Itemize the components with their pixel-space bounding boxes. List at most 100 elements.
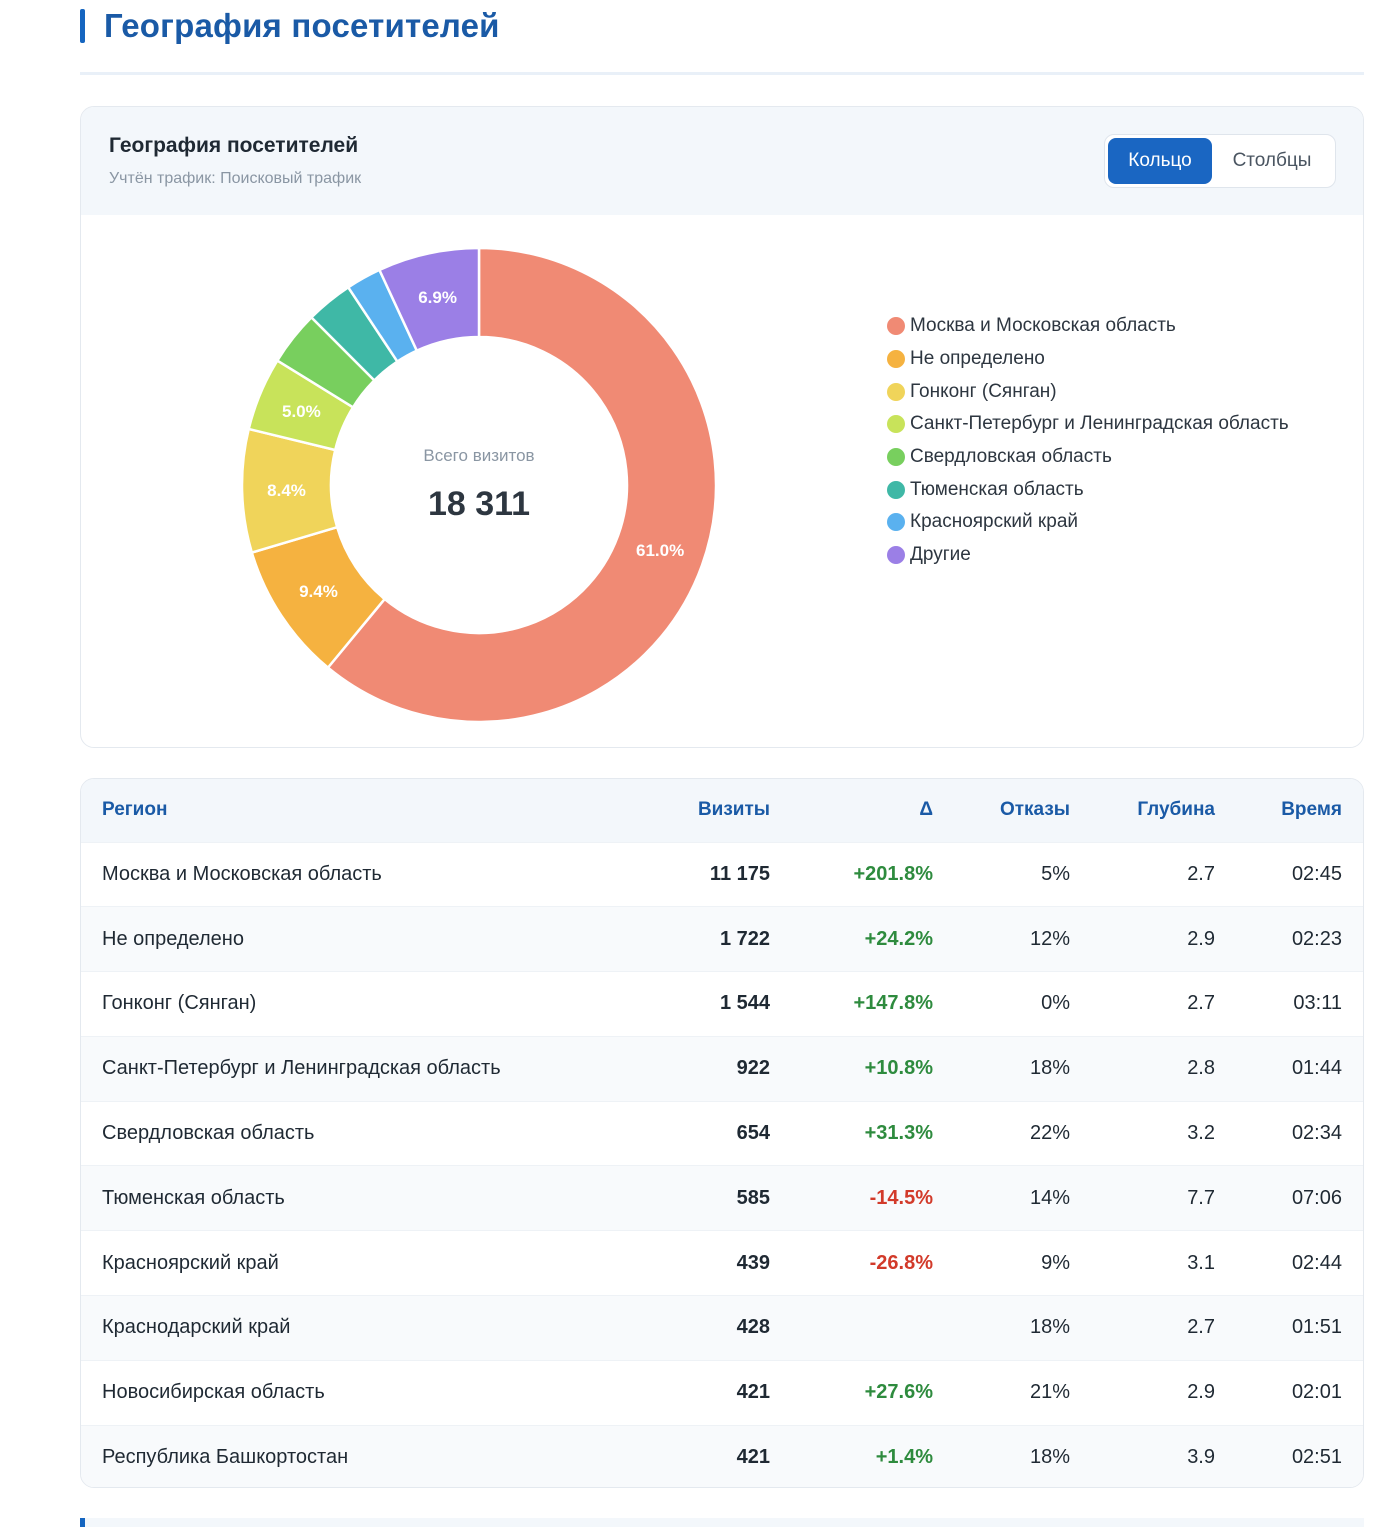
chart-card: География посетителей Учтён трафик: Поис… bbox=[80, 106, 1364, 748]
column-header-bounce[interactable]: Отказы bbox=[999, 799, 1070, 821]
table-row[interactable]: Краснодарский край 428 18% 2.7 01:51 bbox=[81, 1295, 1363, 1361]
table-row[interactable]: Санкт-Петербург и Ленинградская область 9… bbox=[81, 1036, 1363, 1102]
table-row[interactable]: Новосибирская область 421 +27.6% 21% 2.9 02:0… bbox=[81, 1360, 1363, 1425]
column-header-region[interactable]: Регион bbox=[102, 799, 168, 821]
cell-bounce: 12% bbox=[1029, 927, 1070, 950]
title-accent-bar bbox=[80, 9, 85, 43]
legend-label: Свердловская область bbox=[910, 446, 1112, 468]
cell-time: 02:01 bbox=[1291, 1381, 1342, 1404]
table-row[interactable]: Гонконг (Сянган) 1 544 +147.8% 0% 2.7 03:11 bbox=[81, 971, 1363, 1037]
column-header-delta[interactable]: Δ bbox=[919, 799, 933, 821]
legend-swatch bbox=[887, 448, 905, 467]
cell-bounce: 9% bbox=[1041, 1251, 1070, 1274]
legend-item[interactable]: Свердловская область bbox=[887, 441, 1289, 474]
legend-label: Тюменская область bbox=[910, 478, 1084, 500]
chart-type-toggle: Кольцо Столбцы bbox=[1104, 134, 1336, 188]
legend-swatch bbox=[887, 382, 905, 401]
cell-time: 02:51 bbox=[1291, 1446, 1342, 1469]
cell-time: 01:44 bbox=[1291, 1057, 1342, 1080]
legend-item[interactable]: Тюменская область bbox=[887, 473, 1289, 506]
table-row[interactable]: Москва и Московская область 11 175 +201.8%… bbox=[81, 842, 1363, 907]
cell-visits: 428 bbox=[736, 1316, 770, 1339]
cell-depth: 2.7 bbox=[1187, 1316, 1215, 1339]
cell-region: Краснодарский край bbox=[102, 1316, 291, 1339]
cell-depth: 3.9 bbox=[1187, 1446, 1215, 1469]
next-section-accent-bar bbox=[80, 1518, 85, 1527]
table-row[interactable]: Республика Башкортостан 421 +1.4% 18% 3.9 02:… bbox=[81, 1425, 1363, 1487]
slice-label: 9.4% bbox=[299, 582, 338, 601]
cell-depth: 3.1 bbox=[1187, 1251, 1215, 1274]
slice-label: 5.0% bbox=[282, 402, 321, 421]
chart-card-subtitle: Учтён трафик: Поисковый трафик bbox=[109, 170, 362, 187]
donut-chart: 61.0% 9.4% 8.4% 5.0% 6.9% Всего визитов 18 3… bbox=[240, 246, 718, 724]
legend-swatch bbox=[887, 350, 905, 369]
column-header-visits[interactable]: Визиты bbox=[697, 799, 770, 821]
cell-bounce: 5% bbox=[1041, 862, 1070, 885]
donut-center-value: 18 311 bbox=[428, 485, 530, 523]
cell-delta: -26.8% bbox=[869, 1251, 933, 1274]
cell-depth: 2.7 bbox=[1187, 992, 1215, 1015]
cell-bounce: 21% bbox=[1029, 1381, 1070, 1404]
legend-label: Гонконг (Сянган) bbox=[910, 380, 1057, 402]
cell-region: Новосибирская область bbox=[102, 1381, 325, 1404]
table-row[interactable]: Тюменская область 585 -14.5% 14% 7.7 07:06 bbox=[81, 1165, 1363, 1231]
cell-depth: 2.7 bbox=[1187, 862, 1215, 885]
cell-bounce: 18% bbox=[1029, 1446, 1070, 1469]
legend-item[interactable]: Другие bbox=[887, 539, 1289, 572]
table-row[interactable]: Свердловская область 654 +31.3% 22% 3.2 02:34 bbox=[81, 1101, 1363, 1166]
cell-depth: 2.8 bbox=[1187, 1057, 1215, 1080]
cell-depth: 2.9 bbox=[1187, 927, 1215, 950]
legend-item[interactable]: Санкт-Петербург и Ленинградская область bbox=[887, 408, 1289, 441]
donut-slice[interactable] bbox=[326, 246, 718, 724]
donut-slice[interactable] bbox=[377, 246, 481, 353]
cell-region: Не определено bbox=[102, 927, 244, 950]
legend-swatch bbox=[887, 317, 905, 336]
cell-region: Гонконг (Сянган) bbox=[102, 992, 257, 1015]
legend-swatch bbox=[887, 415, 905, 434]
legend-label: Другие bbox=[910, 544, 971, 566]
cell-bounce: 0% bbox=[1041, 992, 1070, 1015]
legend-swatch bbox=[887, 480, 905, 499]
cell-visits: 654 bbox=[736, 1122, 770, 1145]
cell-region: Республика Башкортостан bbox=[102, 1446, 349, 1469]
page-title: География посетителей bbox=[80, 6, 500, 46]
legend-label: Москва и Московская область bbox=[910, 315, 1176, 337]
legend-item[interactable]: Не определено bbox=[887, 343, 1289, 376]
next-section-header bbox=[80, 1518, 1364, 1527]
legend-item[interactable]: Москва и Московская область bbox=[887, 310, 1289, 343]
cell-time: 02:45 bbox=[1291, 862, 1342, 885]
chart-card-title: География посетителей bbox=[109, 134, 359, 157]
table-row[interactable]: Не определено 1 722 +24.2% 12% 2.9 02:23 bbox=[81, 906, 1363, 972]
cell-region: Москва и Московская область bbox=[102, 862, 382, 885]
legend-item[interactable]: Гонконг (Сянган) bbox=[887, 375, 1289, 408]
table-row[interactable]: Красноярский край 439 -26.8% 9% 3.1 02:44 bbox=[81, 1230, 1363, 1296]
cell-visits: 1 722 bbox=[719, 927, 770, 950]
cell-delta: +24.2% bbox=[864, 927, 933, 950]
cell-visits: 585 bbox=[736, 1186, 770, 1209]
toggle-bars-button[interactable]: Столбцы bbox=[1212, 138, 1332, 184]
legend-label: Не определено bbox=[910, 348, 1045, 370]
cell-depth: 2.9 bbox=[1187, 1381, 1215, 1404]
slice-label: 6.9% bbox=[418, 288, 457, 307]
cell-region: Красноярский край bbox=[102, 1251, 279, 1274]
cell-bounce: 18% bbox=[1029, 1057, 1070, 1080]
cell-time: 03:11 bbox=[1293, 992, 1342, 1015]
cell-delta bbox=[791, 1296, 954, 1361]
column-header-time[interactable]: Время bbox=[1281, 799, 1342, 821]
cell-delta: +1.4% bbox=[875, 1446, 933, 1469]
cell-bounce: 22% bbox=[1029, 1122, 1070, 1145]
legend-item[interactable]: Красноярский край bbox=[887, 506, 1289, 539]
chart-card-header: География посетителей Учтён трафик: Поис… bbox=[81, 107, 1363, 215]
legend-label: Санкт-Петербург и Ленинградская область bbox=[910, 413, 1289, 435]
legend-swatch bbox=[887, 546, 905, 565]
cell-delta: -14.5% bbox=[869, 1186, 933, 1209]
cell-delta: +31.3% bbox=[864, 1122, 933, 1145]
cell-delta: +27.6% bbox=[864, 1381, 933, 1404]
toggle-donut-button[interactable]: Кольцо bbox=[1108, 138, 1212, 184]
cell-visits: 439 bbox=[736, 1251, 770, 1274]
title-divider bbox=[80, 72, 1364, 75]
donut-center-label: Всего визитов bbox=[423, 446, 534, 465]
column-header-depth[interactable]: Глубина bbox=[1137, 799, 1215, 821]
cell-bounce: 18% bbox=[1029, 1316, 1070, 1339]
cell-visits: 922 bbox=[736, 1057, 770, 1080]
